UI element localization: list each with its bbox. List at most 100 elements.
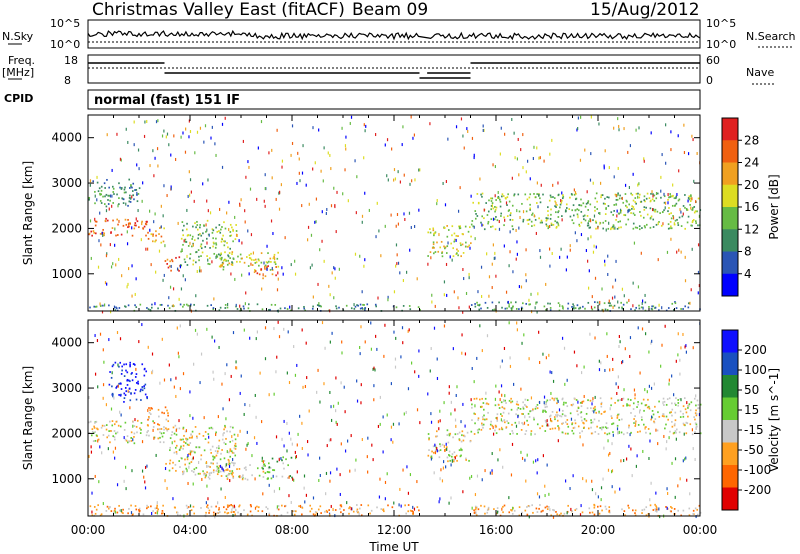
scatter-cell	[687, 415, 689, 418]
scatter-cell	[470, 430, 473, 433]
scatter-cell	[359, 303, 362, 306]
scatter-cell	[328, 509, 330, 511]
scatter-cell	[445, 179, 448, 183]
scatter-cell	[92, 440, 95, 443]
scatter-cell	[404, 217, 406, 221]
scatter-cell	[334, 276, 336, 280]
scatter-cell	[301, 171, 304, 175]
scatter-cell	[130, 184, 132, 186]
scatter-cell	[179, 447, 182, 449]
scatter-cell	[224, 372, 226, 376]
scatter-cell	[249, 403, 251, 407]
scatter-cell	[191, 450, 193, 453]
scatter-cell	[298, 157, 300, 161]
scatter-cell	[208, 477, 211, 480]
scatter-cell	[487, 506, 490, 509]
scatter-cell	[621, 307, 624, 310]
scatter-cell	[560, 199, 562, 203]
scatter-cell	[400, 355, 402, 359]
scatter-cell	[458, 226, 461, 230]
scatter-cell	[352, 510, 355, 513]
scatter-cell	[638, 410, 641, 414]
scatter-cell	[675, 195, 678, 198]
scatter-cell	[416, 408, 419, 412]
scatter-cell	[286, 371, 288, 375]
scatter-cell	[427, 454, 430, 457]
scatter-cell	[392, 440, 394, 444]
scatter-cell	[235, 445, 237, 448]
scatter-cell	[598, 303, 601, 306]
scatter-cell	[236, 260, 238, 263]
scatter-cell	[640, 214, 642, 217]
scatter-cell	[691, 433, 694, 436]
power-frame	[87, 114, 701, 312]
scatter-cell	[329, 390, 331, 394]
scatter-cell	[290, 263, 292, 267]
scatter-cell	[663, 434, 665, 438]
scatter-cell	[670, 217, 673, 220]
scatter-cell	[546, 225, 548, 227]
scatter-cell	[645, 206, 647, 209]
scatter-cell	[475, 514, 478, 517]
scatter-cell	[275, 266, 277, 268]
scatter-cell	[329, 293, 331, 297]
scatter-cell	[462, 310, 464, 314]
scatter-cell	[619, 487, 621, 491]
scatter-cell	[504, 197, 507, 199]
scatter-cell	[235, 366, 237, 370]
scatter-cell	[184, 458, 186, 461]
scatter-cell	[694, 210, 697, 213]
scatter-cell	[124, 438, 127, 441]
scatter-cell	[271, 269, 274, 271]
scatter-cell	[627, 150, 629, 154]
scatter-cell	[262, 465, 265, 468]
scatter-cell	[178, 297, 180, 301]
freq-tick-top: 18	[64, 54, 78, 67]
scatter-cell	[134, 505, 137, 507]
scatter-cell	[679, 398, 682, 400]
scatter-cell	[525, 405, 527, 408]
scatter-cell	[123, 400, 125, 403]
scatter-cell	[323, 382, 325, 386]
scatter-cell	[528, 303, 530, 306]
scatter-cell	[644, 332, 647, 336]
scatter-cell	[268, 260, 270, 263]
scatter-cell	[397, 170, 399, 174]
scatter-cell	[249, 257, 252, 260]
scatter-cell	[174, 463, 177, 466]
scatter-cell	[99, 200, 102, 202]
scatter-cell	[221, 263, 224, 266]
scatter-cell	[510, 509, 512, 511]
scatter-cell	[492, 163, 494, 167]
scatter-cell	[111, 420, 114, 422]
scatter-cell	[682, 332, 684, 336]
scatter-cell	[519, 216, 521, 220]
scatter-cell	[587, 301, 590, 304]
scatter-cell	[277, 320, 279, 324]
scatter-cell	[458, 439, 461, 442]
scatter-cell	[631, 207, 633, 210]
scatter-cell	[613, 204, 616, 206]
scatter-cell	[583, 426, 586, 429]
scatter-cell	[676, 218, 678, 221]
scatter-cell	[542, 509, 544, 512]
scatter-cell	[133, 120, 135, 124]
scatter-cell	[630, 412, 632, 414]
scatter-cell	[631, 193, 634, 196]
scatter-cell	[192, 456, 194, 460]
scatter-cell	[218, 345, 220, 349]
scatter-cell	[459, 242, 462, 245]
scatter-cell	[143, 225, 146, 228]
scatter-cell	[476, 356, 478, 360]
scatter-cell	[226, 242, 228, 244]
scatter-cell	[472, 225, 475, 228]
scatter-cell	[111, 424, 114, 427]
scatter-cell	[456, 252, 458, 255]
colorbar-swatch	[722, 184, 738, 208]
scatter-cell	[632, 227, 635, 230]
scatter-cell	[224, 258, 227, 261]
scatter-cell	[264, 275, 267, 278]
scatter-cell	[430, 455, 433, 458]
scatter-cell	[401, 143, 403, 147]
scatter-cell	[175, 433, 178, 436]
